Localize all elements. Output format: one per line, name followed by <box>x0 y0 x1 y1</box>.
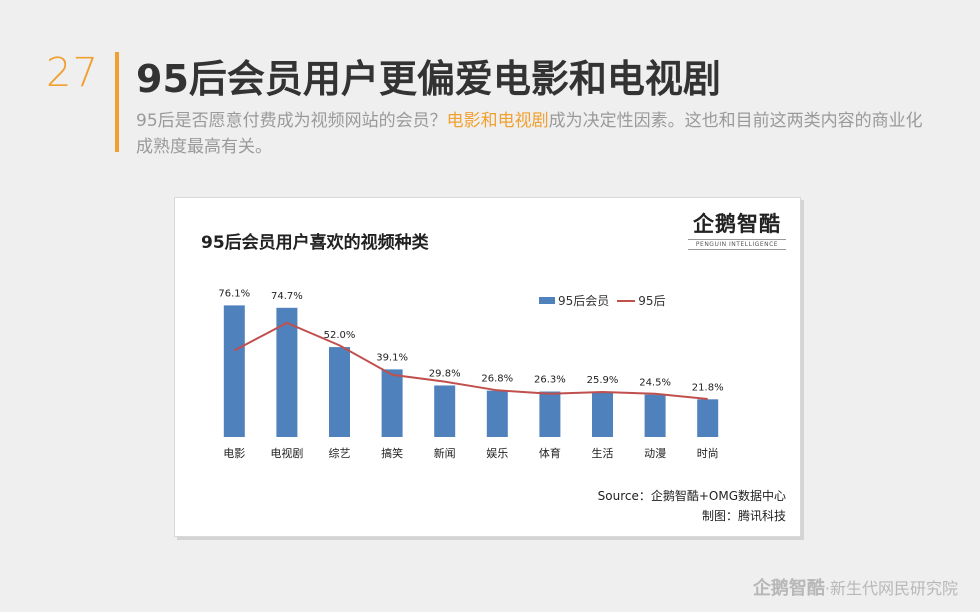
chart-source: Source：企鹅智酷+OMG数据中心 制图：腾讯科技 <box>598 486 786 526</box>
legend-bar-label: 95后会员 <box>558 294 610 308</box>
subtitle-text-end: 成为决定性因素。这也和目前这两类内容的商业化成熟度最高有关。 <box>136 111 923 157</box>
credit-line: 制图：腾讯科技 <box>701 509 786 523</box>
footer-separator: · <box>824 579 830 598</box>
subtitle-text: 95后是否愿意付费成为视频网站的会员？ <box>136 111 447 131</box>
legend-item-bar: 95后会员 <box>539 292 609 309</box>
category-label-8: 动漫 <box>644 446 666 460</box>
page-title: 95后会员用户更偏爱电影和电视剧 <box>136 57 721 101</box>
bar-9 <box>697 399 719 437</box>
subtitle-highlight: 电影和电视剧 <box>446 111 549 131</box>
category-label-3: 搞笑 <box>381 446 403 460</box>
bar-5 <box>486 390 508 437</box>
data-label-2: 52.0% <box>324 330 356 341</box>
logo-tagline: PENGUIN INTELLIGENCE <box>688 239 786 250</box>
source-line: Source：企鹅智酷+OMG数据中心 <box>597 489 786 503</box>
category-label-9: 时尚 <box>697 446 719 460</box>
page-number: 27 <box>46 50 99 96</box>
data-label-1: 74.7% <box>271 291 303 302</box>
category-label-4: 新闻 <box>434 446 456 460</box>
chart-title: 95后会员用户喜欢的视频种类 <box>201 233 429 253</box>
footer-text: 新生代网民研究院 <box>829 579 958 598</box>
data-label-5: 26.8% <box>481 374 513 385</box>
data-label-7: 25.9% <box>587 375 619 386</box>
header-divider <box>115 52 119 152</box>
data-label-0: 76.1% <box>218 288 250 299</box>
data-label-3: 39.1% <box>376 352 408 363</box>
category-label-2: 综艺 <box>329 446 351 460</box>
data-label-6: 26.3% <box>534 375 566 386</box>
legend-item-line: 95后 <box>617 292 666 309</box>
data-label-9: 21.8% <box>692 382 724 393</box>
category-label-6: 体育 <box>539 446 561 460</box>
legend-bar-swatch <box>539 297 555 304</box>
series-line-95后 <box>233 321 708 400</box>
data-label-8: 24.5% <box>639 378 671 389</box>
category-label-1: 电视剧 <box>270 446 303 460</box>
bar-3 <box>381 369 403 437</box>
category-label-5: 娱乐 <box>486 446 508 460</box>
data-label-4: 29.8% <box>429 368 461 379</box>
legend-line-swatch <box>617 299 636 302</box>
logo-text: 企鹅智酷 <box>693 212 781 236</box>
chart-legend: 95后会员 95后 <box>539 292 666 309</box>
chart-plot: 76.1% 电影 74.7% 电视剧 52.0% 综艺 39.1% 搞笑 29.8% 新闻 26.8… <box>218 288 724 460</box>
bar-8 <box>644 394 666 437</box>
bar-0 <box>223 305 245 437</box>
category-label-0: 电影 <box>223 447 245 460</box>
penguin-logo: 企鹅智酷 PENGUIN INTELLIGENCE <box>688 208 786 250</box>
bar-1 <box>276 307 298 437</box>
bar-7 <box>592 392 613 437</box>
subtitle: 95后是否愿意付费成为视频网站的会员？电影和电视剧成为决定性因素。这也和目前这两… <box>136 108 926 160</box>
category-label-7: 生活 <box>592 446 614 460</box>
bar-4 <box>434 385 456 437</box>
footer-logo: 企鹅智酷 <box>752 578 825 599</box>
bar-6 <box>539 391 561 437</box>
legend-line-label: 95后 <box>638 294 666 308</box>
chart-card: 95后会员用户喜欢的视频种类 企鹅智酷 PENGUIN INTELLIGENCE… <box>174 197 801 537</box>
bar-2 <box>329 347 350 437</box>
footer-brand: 企鹅智酷·新生代网民研究院 <box>753 574 958 600</box>
